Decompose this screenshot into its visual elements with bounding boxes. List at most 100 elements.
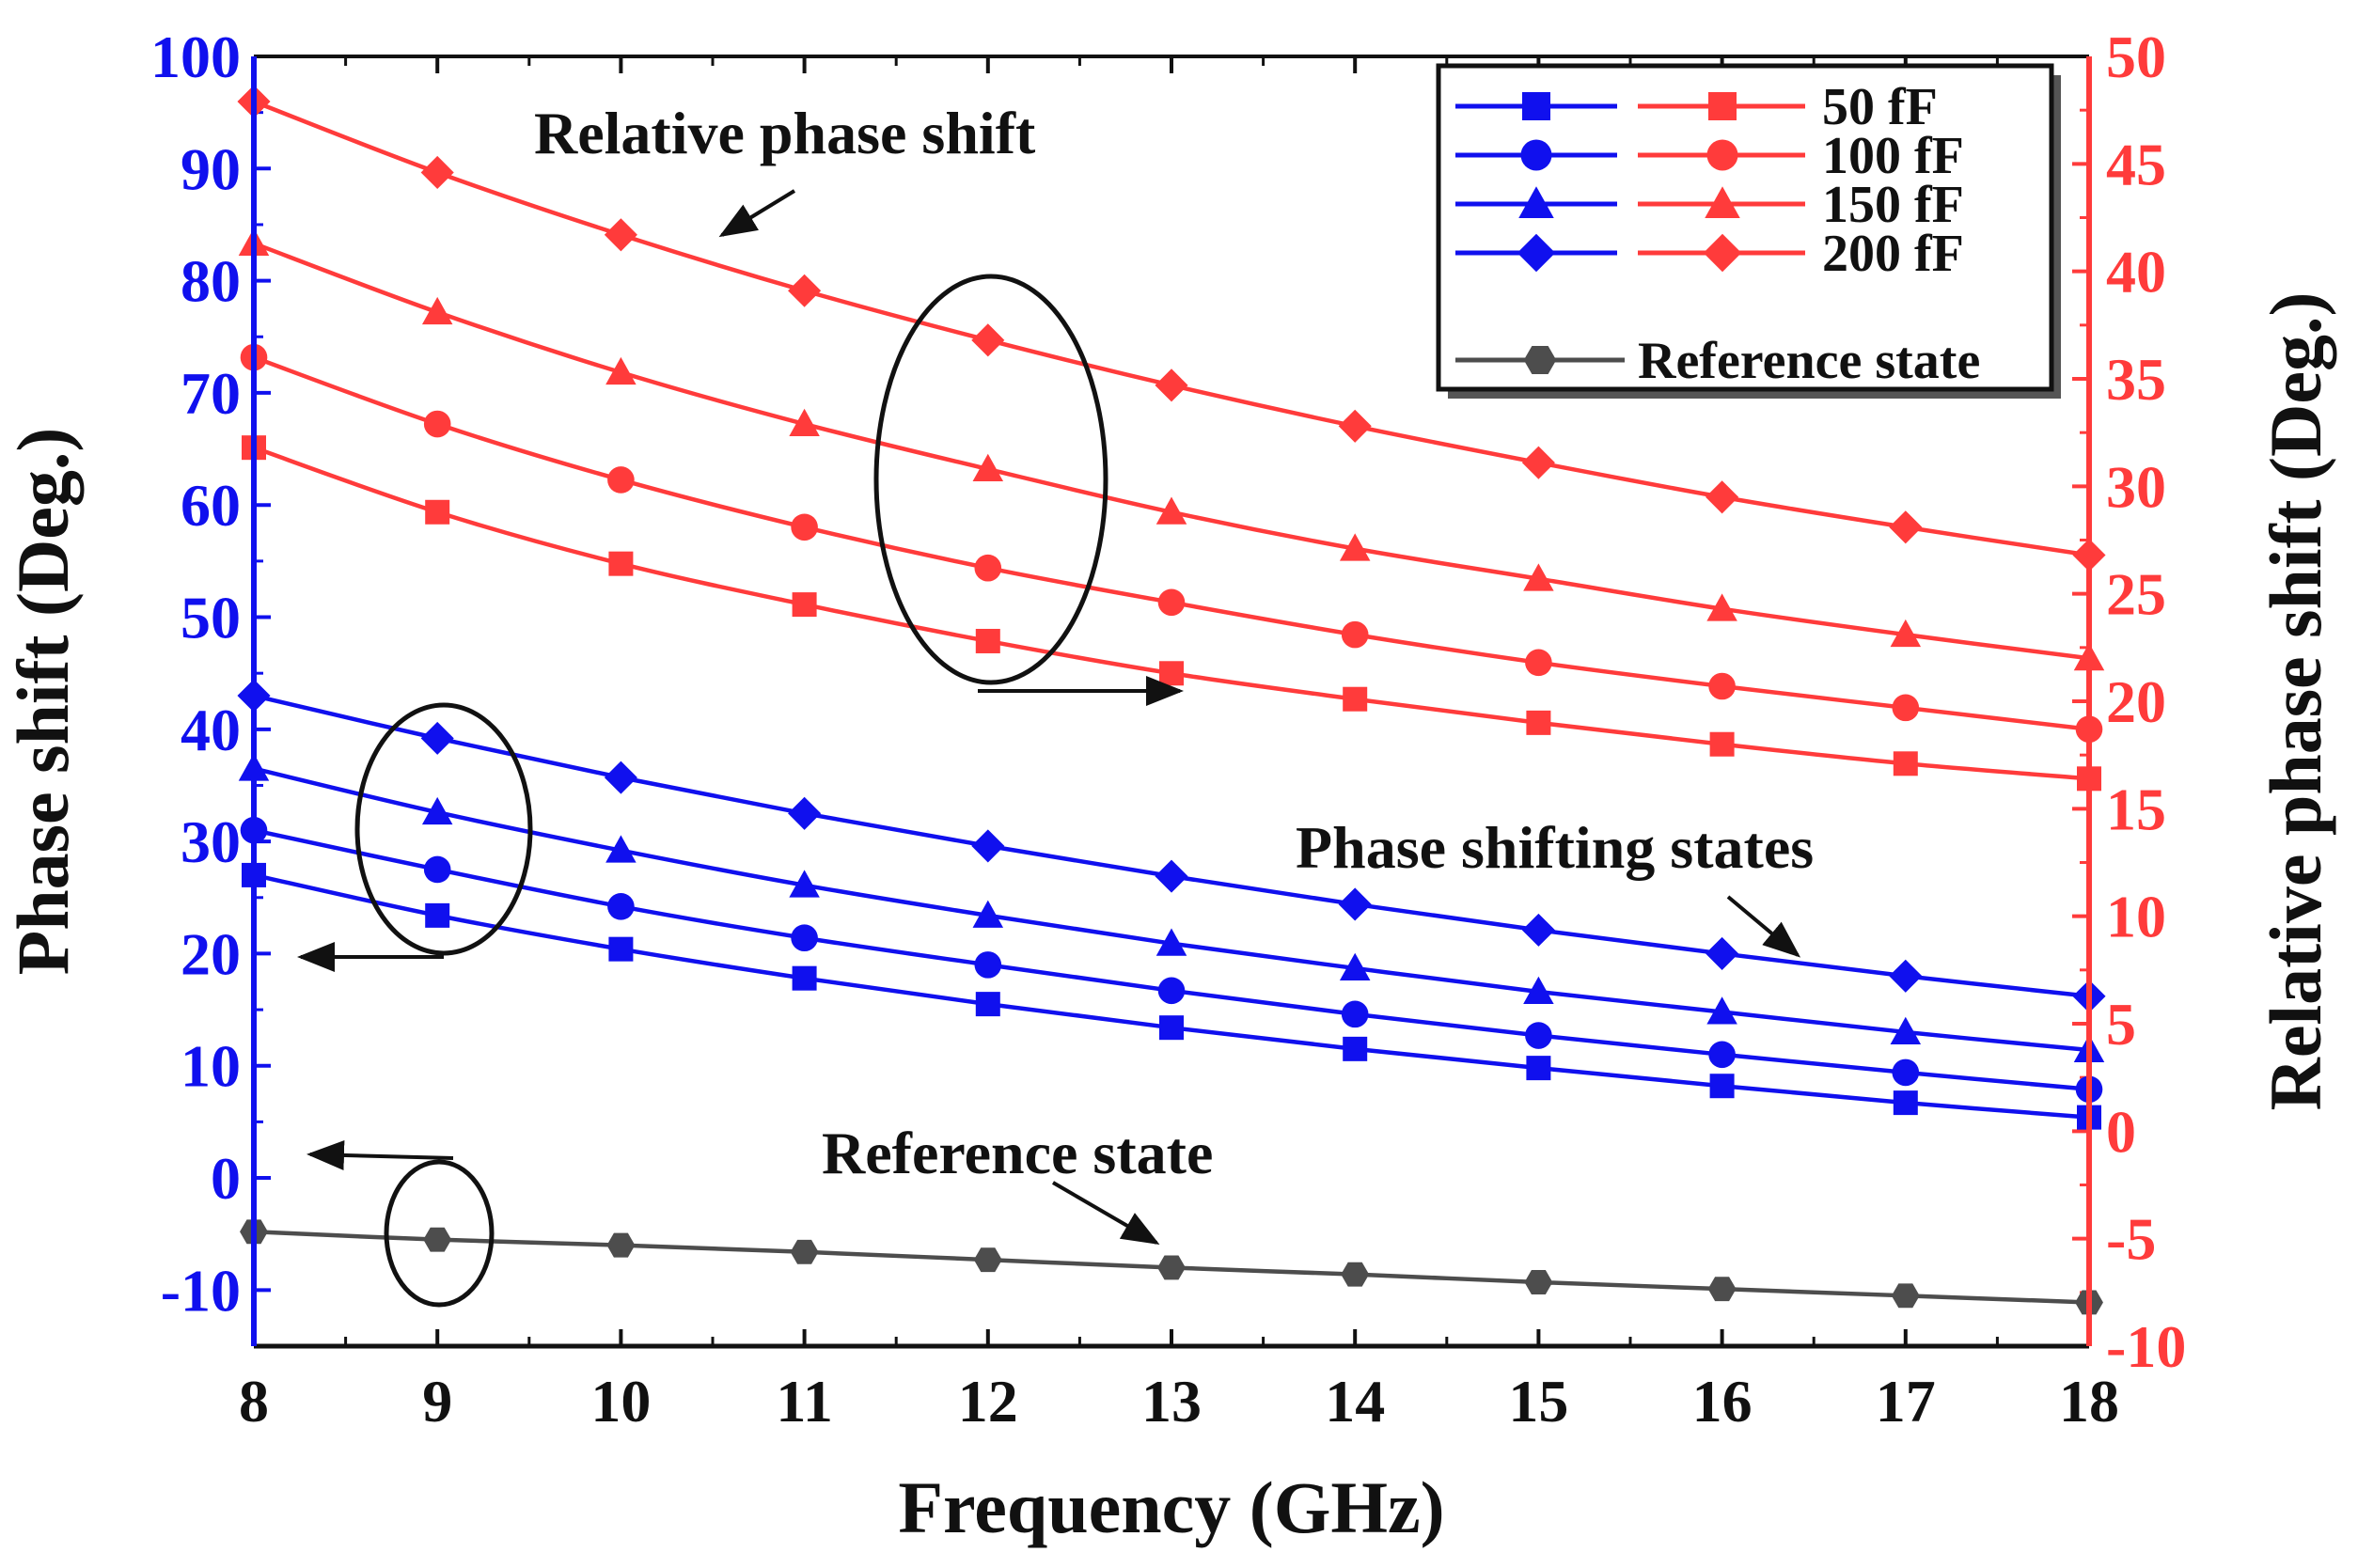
legend-items — [1455, 92, 1805, 374]
legend-marker-red — [1706, 139, 1738, 171]
data-point — [1521, 913, 1555, 947]
legend-marker-blue — [1517, 233, 1556, 273]
data-point — [605, 356, 637, 385]
data-point — [1159, 1015, 1184, 1041]
data-point — [1708, 672, 1736, 700]
x-axis-title: Frequency (GHz) — [898, 1466, 1444, 1548]
data-point — [789, 870, 820, 898]
data-point — [792, 965, 817, 991]
y-right-tick-label: 5 — [2106, 991, 2136, 1058]
x-tick-label: 15 — [1508, 1368, 1568, 1435]
data-point — [421, 796, 453, 825]
y-right-tick-label: 10 — [2106, 884, 2166, 950]
data-point — [1341, 1000, 1369, 1028]
y-left-tick-label: 40 — [181, 697, 241, 763]
data-point — [1709, 1074, 1735, 1099]
data-point — [1892, 1058, 1920, 1087]
data-point — [425, 499, 450, 525]
data-point — [423, 410, 451, 438]
data-point — [971, 323, 1005, 357]
data-point — [1343, 686, 1368, 712]
data-point — [604, 218, 637, 252]
data-point — [1155, 859, 1188, 893]
ellipse-phase-group — [354, 702, 533, 956]
arrow-phase-shifting-states — [1726, 895, 1801, 958]
data-point — [1155, 928, 1187, 956]
data-point — [791, 924, 818, 952]
ellipse-relative-group — [873, 274, 1108, 685]
x-tick-label: 10 — [590, 1368, 651, 1435]
x-tick-label: 14 — [1325, 1368, 1385, 1435]
plot-frame — [251, 55, 2092, 1349]
data-point — [1157, 977, 1186, 1005]
data-point — [1526, 710, 1551, 735]
data-point — [972, 453, 1004, 482]
series-left-150-ff — [238, 753, 2105, 1063]
arrow-relative-phase-shift — [718, 189, 796, 238]
arrow-reference-state — [1051, 1181, 1160, 1246]
data-point — [1706, 593, 1737, 621]
y-right-tick-label: 40 — [2106, 239, 2166, 306]
legend-label-reference: Reference state — [1638, 332, 1980, 390]
y-axis-title-right: Relative phase shift (Deg.) — [2255, 292, 2336, 1111]
series-group — [237, 85, 2106, 1315]
x-tick-label: 8 — [239, 1368, 269, 1435]
data-point — [972, 900, 1004, 928]
data-point — [1338, 887, 1372, 921]
y-left-tick-label: 50 — [181, 585, 241, 651]
legend-label-150ff: 150 fF — [1822, 176, 1964, 234]
data-point — [971, 829, 1005, 863]
data-point — [606, 1232, 636, 1258]
ellipse-reference-group — [384, 1159, 495, 1308]
data-point — [792, 592, 817, 618]
data-point — [1338, 409, 1372, 443]
y-right-tick-label: 25 — [2106, 561, 2166, 628]
y-left-tick-label: 70 — [181, 360, 241, 427]
y-left-tick-label: 10 — [181, 1033, 241, 1100]
y-left-tick-label: 60 — [181, 472, 241, 539]
legend-marker-red — [1703, 233, 1742, 273]
y-right-tick-label: 45 — [2106, 131, 2166, 197]
y-left-tick-label: 0 — [211, 1145, 241, 1212]
data-point — [1341, 620, 1369, 649]
data-point — [1525, 1022, 1552, 1049]
data-point — [1708, 1041, 1736, 1069]
axis-titles: Frequency (GHz) Phase shift (Deg.) Relat… — [2, 292, 2336, 1548]
series-left-100-ff — [240, 816, 2103, 1104]
data-point — [1893, 751, 1918, 776]
data-point — [1890, 1016, 1922, 1044]
data-point — [974, 951, 1002, 979]
x-tick-label: 12 — [958, 1368, 1018, 1435]
data-point — [788, 796, 822, 830]
legend-marker-blue — [1522, 92, 1550, 120]
annotation-reference-state: Reference state — [822, 1120, 1213, 1186]
data-point — [1339, 952, 1371, 980]
data-point — [608, 936, 634, 962]
data-point — [1891, 1283, 1920, 1309]
data-point — [1343, 1036, 1368, 1061]
y-left-tick-label: -10 — [161, 1257, 241, 1324]
y-right-tick-label: -5 — [2106, 1206, 2156, 1273]
series-left-200-ff — [237, 679, 2106, 1013]
data-point — [791, 513, 818, 541]
data-point — [1525, 649, 1552, 677]
series-left-reference-state — [240, 1219, 2103, 1315]
annotations: Relative phase shift Phase shifting stat… — [297, 100, 1814, 1308]
x-tick-label: 13 — [1141, 1368, 1202, 1435]
legend: 50 fF 100 fF 150 fF 200 fF Reference sta… — [1436, 63, 2061, 399]
data-point — [1523, 563, 1554, 591]
data-point — [607, 893, 635, 920]
data-point — [1706, 996, 1737, 1025]
series-right-200-ff — [237, 85, 2106, 572]
data-point — [423, 855, 451, 884]
x-tick-label: 9 — [422, 1368, 452, 1435]
data-point — [973, 1247, 1002, 1273]
legend-marker-red — [1705, 186, 1740, 218]
annotation-phase-shifting-states: Phase shifting states — [1296, 814, 1814, 881]
data-point — [1155, 368, 1188, 402]
data-point — [1709, 731, 1735, 757]
data-point — [790, 1239, 819, 1264]
legend-marker-reference — [1523, 346, 1557, 374]
data-point — [420, 155, 454, 190]
data-point — [975, 628, 1000, 653]
